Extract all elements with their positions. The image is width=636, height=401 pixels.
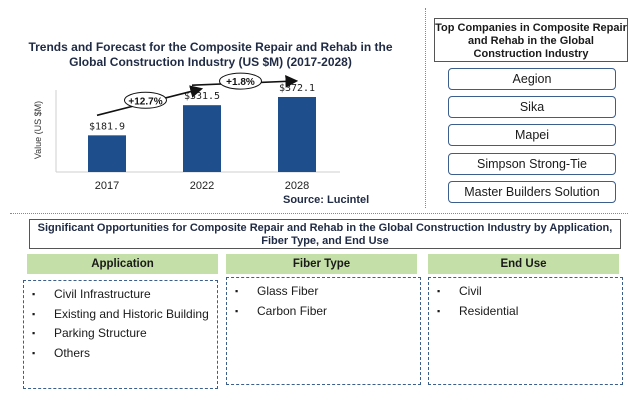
companies-header: Top Companies in Composite Repair and Re… xyxy=(434,18,628,62)
list-item: Glass Fiber xyxy=(233,282,414,302)
growth-ellipse-0 xyxy=(124,91,167,109)
bar-chart: Value (US $M) $181.9 2017 $331.5 2022 $372.1… xyxy=(33,72,340,192)
growth-ellipse-1 xyxy=(219,72,262,90)
column-header-application: Application xyxy=(27,254,218,274)
growth-label-0: +12.7% xyxy=(128,96,162,107)
bar-2028 xyxy=(278,97,316,172)
opportunities-header: Significant Opportunities for Composite … xyxy=(29,219,621,249)
fiber-type-list-box: Glass Fiber Carbon Fiber xyxy=(226,277,421,385)
data-label-2022: $331.5 xyxy=(184,91,220,102)
x-tick-2022: 2022 xyxy=(190,180,214,192)
list-item: Others xyxy=(30,344,211,364)
data-label-2028: $372.1 xyxy=(279,83,315,94)
data-label-2017: $181.9 xyxy=(89,121,125,132)
company-master-builders-solution: Master Builders Solution xyxy=(448,181,616,203)
bars-group: $181.9 2017 $331.5 2022 $372.1 2028 xyxy=(88,83,316,192)
y-axis-label: Value (US $M) xyxy=(33,101,43,159)
vertical-divider xyxy=(425,8,426,208)
chart-source: Source: Lucintel xyxy=(283,194,370,206)
list-item: Civil xyxy=(435,282,616,302)
list-item: Residential xyxy=(435,302,616,322)
column-header-fiber-type: Fiber Type xyxy=(226,254,417,274)
company-mapei: Mapei xyxy=(448,124,616,146)
horizontal-divider xyxy=(10,213,628,214)
end-use-list-box: Civil Residential xyxy=(428,277,623,385)
bar-2017 xyxy=(88,135,126,172)
list-item: Parking Structure xyxy=(30,324,211,344)
chart-title: Trends and Forecast for the Composite Re… xyxy=(28,40,393,69)
company-sika: Sika xyxy=(448,96,616,118)
x-tick-2017: 2017 xyxy=(95,180,119,192)
growth-annotations: +12.7% +1.8% xyxy=(96,72,299,117)
application-list-box: Civil Infrastructure Existing and Histor… xyxy=(23,280,218,389)
list-item: Existing and Historic Building xyxy=(30,305,211,325)
company-aegion: Aegion xyxy=(448,68,616,90)
list-item: Carbon Fiber xyxy=(233,302,414,322)
bar-2022 xyxy=(183,105,221,172)
growth-label-1: +1.8% xyxy=(226,77,255,88)
x-tick-2028: 2028 xyxy=(285,180,309,192)
company-simpson-strong-tie: Simpson Strong-Tie xyxy=(448,153,616,175)
list-item: Civil Infrastructure xyxy=(30,285,211,305)
column-header-end-use: End Use xyxy=(428,254,619,274)
